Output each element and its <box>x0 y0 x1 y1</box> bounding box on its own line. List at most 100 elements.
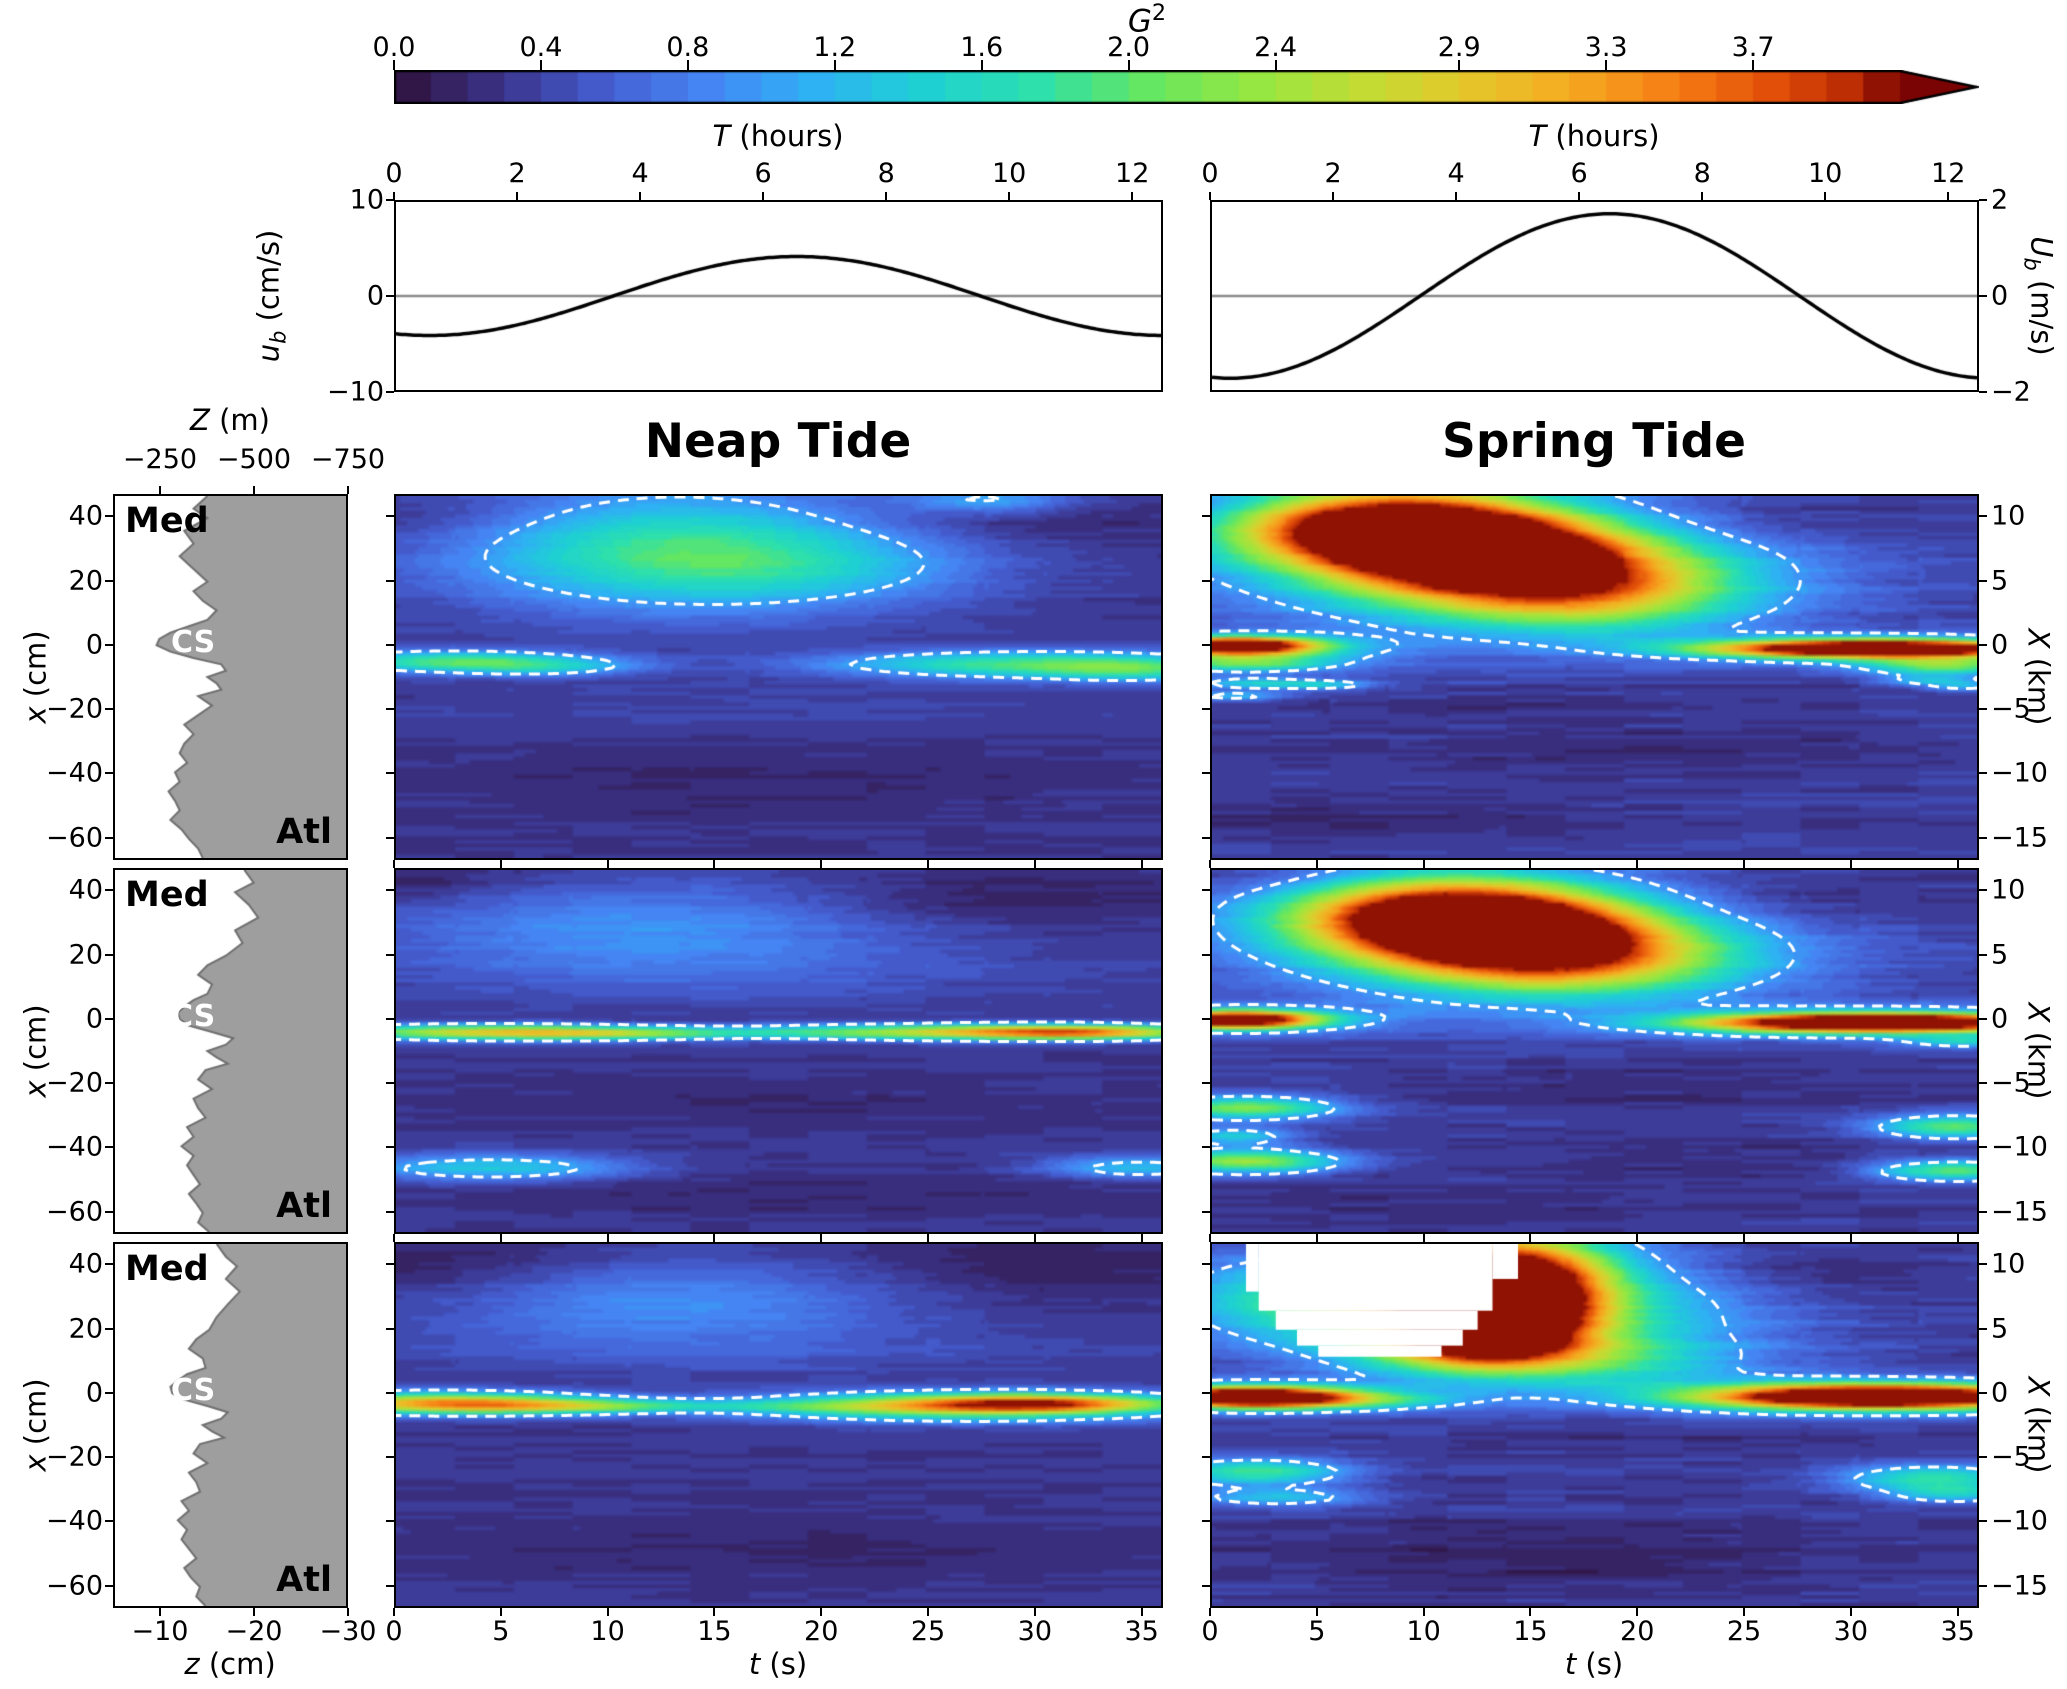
label-atl: Atl <box>276 1560 332 1600</box>
tick-mark <box>1956 1608 1959 1616</box>
tick-label: 40 <box>68 500 103 532</box>
tick-mark <box>1701 192 1704 200</box>
tick-mark <box>1202 1017 1210 1020</box>
colorbar-title-symbol: G <box>1127 3 1152 40</box>
tick-mark <box>1422 860 1425 868</box>
tick-mark <box>833 60 836 70</box>
heatmap-plot <box>396 1244 1161 1606</box>
tick-label: 15 <box>697 1616 732 1647</box>
tick-mark <box>105 953 113 956</box>
tick-mark <box>762 192 765 200</box>
tick-mark <box>499 860 502 868</box>
tick-mark <box>1202 579 1210 582</box>
tick-label: −10 <box>1991 757 2048 789</box>
label-cs: CS <box>171 1373 216 1408</box>
tick-label: −10 <box>1991 1505 2048 1537</box>
tick-mark <box>1979 1082 1987 1085</box>
tick-mark <box>105 1146 113 1149</box>
tick-mark <box>1202 889 1210 892</box>
label-med: Med <box>125 1249 209 1289</box>
tick-mark <box>1979 1146 1987 1149</box>
tick-mark <box>159 486 161 494</box>
tick-label: −5 <box>1991 693 2031 725</box>
ub-symbol: u <box>251 343 286 363</box>
tick-mark <box>386 515 394 518</box>
tick-mark <box>105 515 113 518</box>
tick-mark <box>539 60 542 70</box>
tick-mark <box>1202 1082 1210 1085</box>
tick-mark <box>1315 1234 1318 1242</box>
tick-mark <box>1202 1584 1210 1587</box>
tick-mark <box>1008 192 1011 200</box>
label-atl: Atl <box>276 812 332 852</box>
tick-label: 4 <box>631 158 649 189</box>
tick-label: 2 <box>1324 158 1342 189</box>
tick-label: 0 <box>1991 1377 2009 1409</box>
tick-mark <box>1202 643 1210 646</box>
tick-mark <box>393 192 395 200</box>
tick-mark <box>393 60 395 70</box>
tick-mark <box>105 889 113 892</box>
tick-mark <box>820 1608 823 1616</box>
heatmap-spring-row2 <box>1210 868 1979 1234</box>
tick-mark <box>386 1584 394 1587</box>
tide-series-neap-plot <box>396 202 1161 390</box>
tick-mark <box>1979 1391 1987 1394</box>
tick-mark <box>639 192 642 200</box>
tick-label: −20 <box>46 1067 103 1099</box>
tick-label: 10 <box>992 158 1027 189</box>
tick-label: 20 <box>68 565 103 597</box>
X-km-symbol: X <box>2021 1376 2056 1397</box>
tick-mark <box>393 860 395 868</box>
heatmap-neap-row1 <box>394 494 1163 860</box>
tick-mark <box>1979 1017 1987 1020</box>
tick-label: 10 <box>349 184 384 216</box>
tick-label: 20 <box>804 1616 839 1647</box>
tick-mark <box>105 836 113 839</box>
tick-mark <box>1202 1146 1210 1149</box>
tick-mark <box>1202 1210 1210 1213</box>
t-s-symbol: t <box>748 1647 761 1681</box>
tick-label: 5 <box>1991 939 2009 971</box>
tick-mark <box>1849 1234 1852 1242</box>
tick-mark <box>1202 1327 1210 1330</box>
tick-mark <box>1743 1234 1746 1242</box>
tick-mark <box>1947 192 1950 200</box>
ub-unit: (cm/s) <box>251 229 286 322</box>
t-hours-unit: (hours) <box>739 119 844 153</box>
tick-mark <box>980 60 983 70</box>
column-title-spring: Spring Tide <box>1442 414 1746 469</box>
tick-label: −40 <box>46 1505 103 1537</box>
tick-label: 12 <box>1115 158 1150 189</box>
tick-mark <box>713 1608 716 1616</box>
Z-unit: (m) <box>219 403 270 437</box>
tick-mark <box>253 486 255 494</box>
z-cm-unit: (cm) <box>208 1647 276 1681</box>
tick-mark <box>1422 1234 1425 1242</box>
t-s-unit: (s) <box>769 1647 808 1681</box>
tick-label: 40 <box>68 874 103 906</box>
bathy-bottom-axis-title: z (cm) <box>184 1650 275 1679</box>
tick-mark <box>386 1210 394 1213</box>
tick-mark <box>713 1234 716 1242</box>
X-km-symbol: X <box>2021 1002 2056 1023</box>
tick-mark <box>386 1146 394 1149</box>
tick-label: 20 <box>68 1313 103 1345</box>
tick-mark <box>105 1520 113 1523</box>
tick-mark <box>1209 192 1211 200</box>
tick-mark <box>393 1234 395 1242</box>
tick-label: 35 <box>1124 1616 1159 1647</box>
tick-mark <box>1605 60 1608 70</box>
tick-mark <box>1202 515 1210 518</box>
Ub-unit: (m/s) <box>2024 279 2059 356</box>
tick-mark <box>1979 708 1987 711</box>
ub-subscript: b <box>266 330 291 344</box>
ylabel-ub: ub (cm/s) <box>251 229 291 363</box>
tick-mark <box>1455 192 1458 200</box>
tick-mark <box>1979 836 1987 839</box>
tick-mark <box>1529 1608 1532 1616</box>
tick-mark <box>386 708 394 711</box>
tick-label: 0 <box>1991 1003 2009 1035</box>
tick-label: 0 <box>85 1377 103 1409</box>
tick-label: −20 <box>46 1441 103 1473</box>
